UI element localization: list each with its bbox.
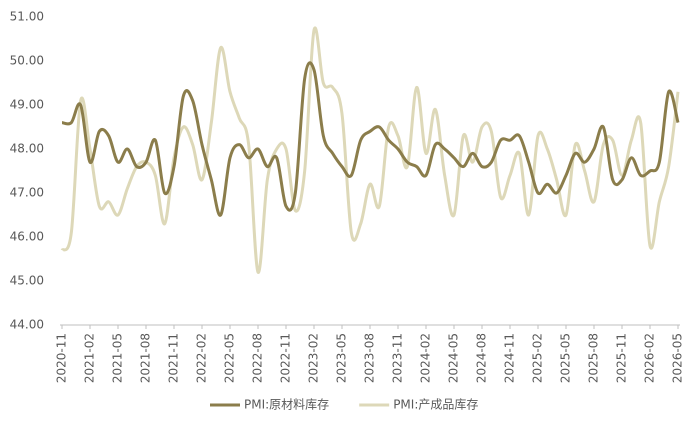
legend-label: PMI:原材料库存	[244, 397, 329, 412]
x-tick-label: 2022-05	[223, 333, 237, 383]
x-tick-label: 2022-02	[195, 333, 209, 383]
x-tick-label: 2025-08	[587, 333, 601, 383]
x-tick-label: 2021-08	[139, 333, 153, 383]
y-tick-label: 51.00	[10, 10, 44, 24]
x-tick-label: 2024-11	[503, 333, 517, 383]
legend-item: PMI:原材料库存	[210, 397, 329, 412]
y-tick-label: 47.00	[10, 186, 44, 200]
x-tick-label: 2025-05	[559, 333, 573, 383]
series-line	[61, 61, 680, 217]
y-tick-label: 50.00	[10, 54, 44, 68]
y-tick-label: 45.00	[10, 274, 44, 288]
x-tick-label: 2023-05	[335, 333, 349, 383]
x-tick-label: 2026-05	[671, 333, 685, 383]
x-tick-label: 2022-08	[251, 333, 265, 383]
x-tick-label: 2021-05	[111, 333, 125, 383]
x-tick-label: 2024-05	[447, 333, 461, 383]
legend-label: PMI:产成品库存	[393, 397, 478, 412]
x-tick-label: 2021-11	[167, 333, 181, 383]
x-tick-label: 2025-11	[615, 333, 629, 383]
x-tick-label: 2021-02	[83, 333, 97, 383]
x-tick-label: 2020-11	[55, 333, 69, 383]
x-tick-label: 2023-11	[391, 333, 405, 383]
x-tick-label: 2022-11	[279, 333, 293, 383]
y-tick-label: 49.00	[10, 98, 44, 112]
x-tick-label: 2024-02	[419, 333, 433, 383]
series-line	[60, 26, 680, 274]
x-tick-label: 2026-02	[643, 333, 657, 383]
y-tick-label: 48.00	[10, 142, 44, 156]
y-tick-label: 46.00	[10, 230, 44, 244]
legend-item: PMI:产成品库存	[359, 397, 478, 412]
x-tick-label: 2023-08	[363, 333, 377, 383]
x-tick-label: 2025-02	[531, 333, 545, 383]
x-tick-label: 2024-08	[475, 333, 489, 383]
y-tick-label: 44.00	[10, 318, 44, 332]
x-tick-label: 2023-02	[307, 333, 321, 383]
